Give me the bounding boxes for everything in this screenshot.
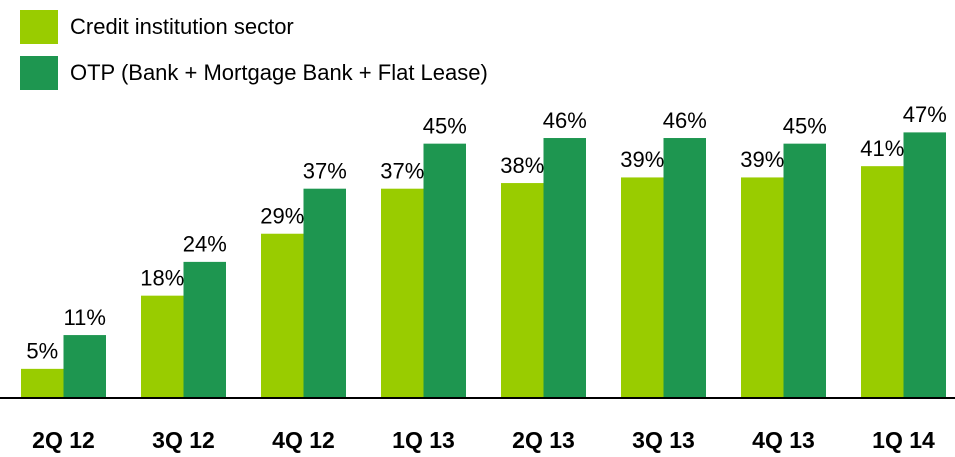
bar <box>621 177 664 397</box>
value-label: 39% <box>740 147 784 172</box>
bar <box>543 138 586 397</box>
x-tick-label: 1Q 13 <box>392 427 455 453</box>
legend-swatch <box>20 10 58 44</box>
bar <box>63 335 106 397</box>
value-label: 11% <box>64 305 106 330</box>
x-tick-label: 2Q 12 <box>32 427 95 453</box>
bar <box>783 143 826 397</box>
bar <box>141 295 184 397</box>
value-label: 47% <box>903 102 947 127</box>
bar <box>501 183 544 397</box>
legend-label: Credit institution sector <box>70 14 294 39</box>
bar <box>183 261 226 397</box>
value-label: 18% <box>140 265 184 290</box>
x-tick-label: 3Q 12 <box>152 427 215 453</box>
value-label: 46% <box>543 108 587 133</box>
value-label: 45% <box>783 113 827 138</box>
value-label: 24% <box>183 232 227 257</box>
bar <box>741 177 784 397</box>
legend-swatch <box>20 56 58 90</box>
bar <box>21 368 64 397</box>
value-label: 45% <box>423 113 467 138</box>
x-tick-label: 4Q 13 <box>752 427 815 453</box>
x-tick-label: 4Q 12 <box>272 427 335 453</box>
value-label: 37% <box>380 159 424 184</box>
value-label: 5% <box>26 339 58 364</box>
value-label: 41% <box>860 136 904 161</box>
bar <box>381 188 424 397</box>
bar <box>663 138 706 397</box>
value-label: 46% <box>663 108 707 133</box>
legend-label: OTP (Bank + Mortgage Bank + Flat Lease) <box>70 60 488 85</box>
bar <box>903 132 946 397</box>
x-tick-label: 1Q 14 <box>872 427 935 453</box>
bar <box>261 233 304 397</box>
value-label: 29% <box>260 204 304 229</box>
x-tick-label: 3Q 13 <box>632 427 695 453</box>
bar <box>861 166 904 397</box>
bar <box>423 143 466 397</box>
bar <box>303 188 346 397</box>
value-label: 39% <box>620 147 664 172</box>
x-tick-label: 2Q 13 <box>512 427 575 453</box>
value-label: 37% <box>303 159 347 184</box>
value-label: 38% <box>500 153 544 178</box>
